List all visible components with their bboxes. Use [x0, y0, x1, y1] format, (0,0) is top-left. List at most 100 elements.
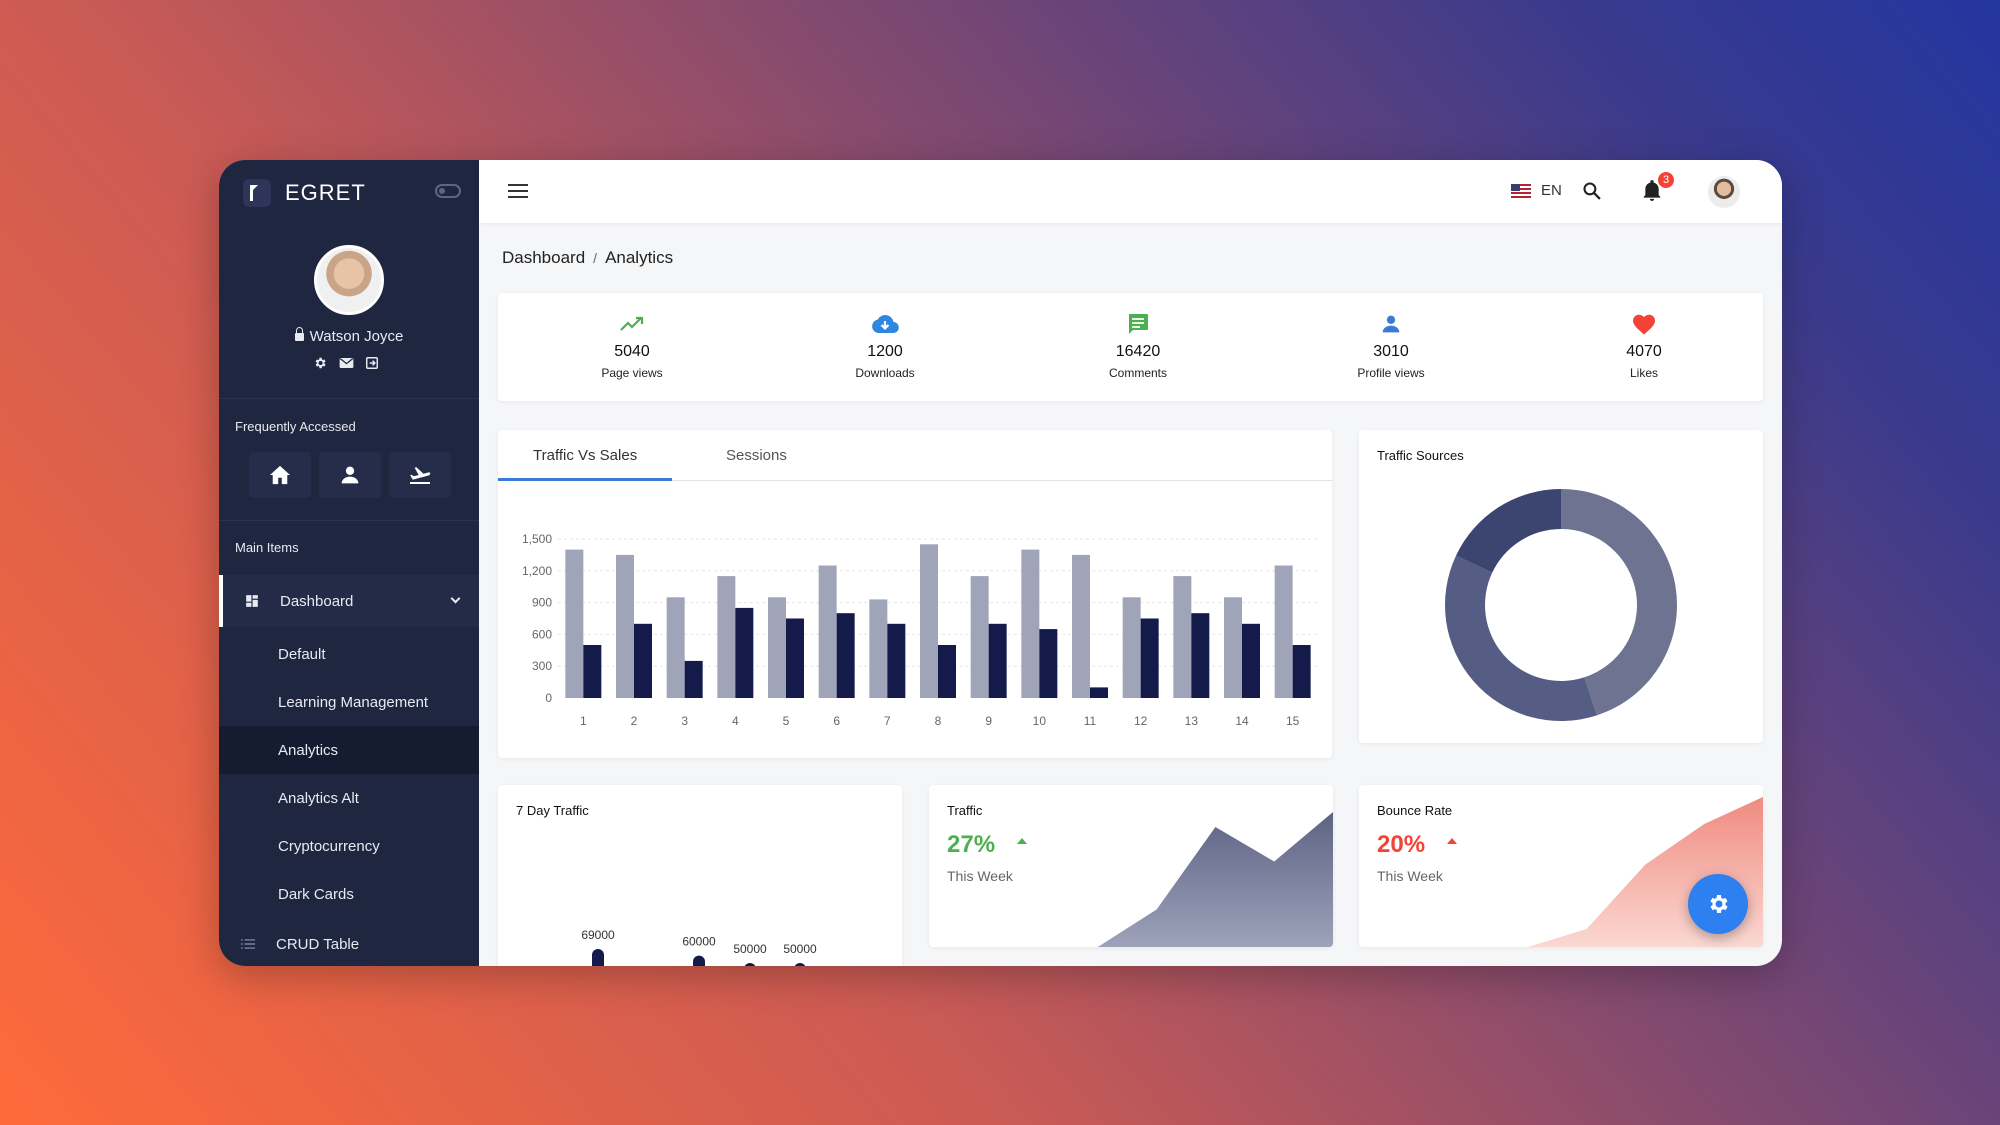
stat-comments: 16420 Comments	[1068, 311, 1208, 380]
x-tick-label: 10	[1033, 714, 1047, 728]
brand[interactable]: EGRET	[243, 178, 366, 208]
sidebar-subitem-active[interactable]: Analytics	[219, 726, 479, 774]
trending-up-icon	[620, 316, 644, 331]
stat-value: 4070	[1626, 343, 1662, 360]
settings-fab-button[interactable]	[1688, 874, 1748, 934]
quick-access	[249, 452, 451, 498]
heart-icon	[1633, 314, 1655, 335]
quick-profile-button[interactable]	[319, 452, 381, 498]
card-title: 7 Day Traffic	[516, 803, 589, 818]
sidebar-subitem[interactable]: Cryptocurrency	[219, 822, 479, 870]
notification-bell-icon[interactable]	[1642, 180, 1662, 202]
bar	[1242, 623, 1260, 698]
breadcrumb: Dashboard / Analytics	[502, 248, 673, 268]
topbar: EN 3	[479, 160, 1782, 223]
profile-name: Watson Joyce	[309, 328, 404, 345]
traffic-sources-donut-chart	[1445, 489, 1677, 721]
stat-value: 3010	[1373, 343, 1409, 360]
bar	[1090, 687, 1108, 698]
y-tick-label: 600	[532, 627, 552, 641]
bar	[666, 597, 685, 698]
card-title: Traffic	[947, 803, 983, 818]
bar	[869, 599, 888, 698]
x-tick-label: 3	[681, 714, 688, 728]
divider	[219, 520, 479, 521]
bar	[1224, 597, 1242, 698]
card-title: Bounce Rate	[1377, 803, 1453, 818]
y-tick-label: 0	[545, 691, 552, 705]
seven-day-traffic-chart: 69000 60000 50000 50000	[581, 928, 817, 966]
x-tick-label: 15	[1286, 714, 1300, 728]
logout-icon[interactable]	[364, 355, 380, 371]
chart-tabs: Traffic Vs Sales Sessions	[498, 430, 1332, 481]
data-label: 50000	[733, 942, 767, 956]
card-title: Traffic Sources	[1377, 448, 1464, 463]
arrow-up-icon	[1017, 838, 1027, 844]
bar	[786, 618, 804, 698]
bar	[693, 955, 705, 966]
stat-label: Downloads	[855, 366, 915, 380]
donut-slice	[1445, 555, 1597, 721]
sidebar-subitem[interactable]: Analytics Alt	[219, 774, 479, 822]
bar	[583, 645, 602, 698]
x-tick-label: 13	[1185, 714, 1199, 728]
email-icon[interactable]	[338, 355, 354, 371]
sidebar-subitem[interactable]: Default	[219, 630, 479, 678]
active-tab-indicator	[498, 478, 672, 481]
sidebar-item-dashboard[interactable]: Dashboard	[219, 575, 479, 627]
sidebar-item-crud-table[interactable]: CRUD Table	[219, 920, 479, 966]
x-tick-label: 5	[783, 714, 790, 728]
tab-sessions[interactable]: Sessions	[726, 447, 787, 464]
bar	[1140, 618, 1159, 698]
profile-avatar[interactable]	[314, 245, 384, 315]
y-tick-label: 300	[532, 659, 552, 673]
x-tick-label: 11	[1084, 714, 1097, 728]
x-tick-label: 1	[580, 714, 587, 728]
bar	[592, 948, 604, 966]
bar	[1039, 629, 1058, 698]
bar	[818, 565, 837, 698]
stat-value: 5040	[614, 343, 650, 360]
stat-label: Likes	[1629, 366, 1658, 380]
x-tick-label: 8	[935, 714, 942, 728]
breadcrumb-root[interactable]: Dashboard	[502, 248, 586, 267]
bar	[988, 623, 1007, 698]
tab-traffic-vs-sales[interactable]: Traffic Vs Sales	[533, 447, 638, 464]
stat-likes: 4070 Likes	[1574, 311, 1714, 380]
sidebar-subitem[interactable]: Learning Management	[219, 678, 479, 726]
x-tick-label: 9	[985, 714, 992, 728]
brand-logo-icon	[243, 179, 271, 207]
stat-value: 1200	[867, 343, 903, 360]
seven-day-traffic-card: 7 Day Traffic 69000 60000 50000 50000	[498, 785, 902, 966]
menu-icon[interactable]	[508, 184, 528, 198]
brand-name: EGRET	[285, 180, 366, 205]
subitem-label: Cryptocurrency	[278, 837, 380, 855]
breadcrumb-current: Analytics	[605, 248, 674, 267]
bounce-percent: 20%	[1377, 831, 1426, 858]
app-window: EGRET Watson Joyce Frequently Accessed	[219, 160, 1782, 966]
main-items-label: Main Items	[235, 540, 299, 555]
dashboard-icon	[246, 595, 258, 607]
stat-downloads: 1200 Downloads	[815, 311, 955, 380]
search-icon[interactable]	[1582, 181, 1602, 201]
settings-icon[interactable]	[312, 355, 328, 371]
quick-home-button[interactable]	[249, 452, 311, 498]
sidebar-subitem[interactable]: Dark Cards	[219, 870, 479, 918]
bar	[634, 623, 652, 698]
traffic-percent: 27%	[947, 831, 996, 858]
user-avatar[interactable]	[1708, 176, 1740, 208]
person-icon	[1382, 315, 1400, 333]
donut-slice	[1456, 489, 1561, 573]
bar	[565, 549, 584, 698]
sidebar-item-label: Dashboard	[280, 592, 354, 610]
subitem-label: Analytics	[278, 741, 339, 759]
quick-flight-button[interactable]	[389, 452, 451, 498]
stats-card: 5040 Page views 1200 Downloads 16420 Com…	[498, 293, 1763, 401]
bar	[616, 554, 634, 698]
bar	[1274, 565, 1293, 698]
bar	[1021, 549, 1040, 698]
bar	[794, 963, 806, 966]
sidebar-compact-toggle[interactable]	[435, 184, 461, 198]
language-selector[interactable]: EN	[1511, 182, 1562, 199]
